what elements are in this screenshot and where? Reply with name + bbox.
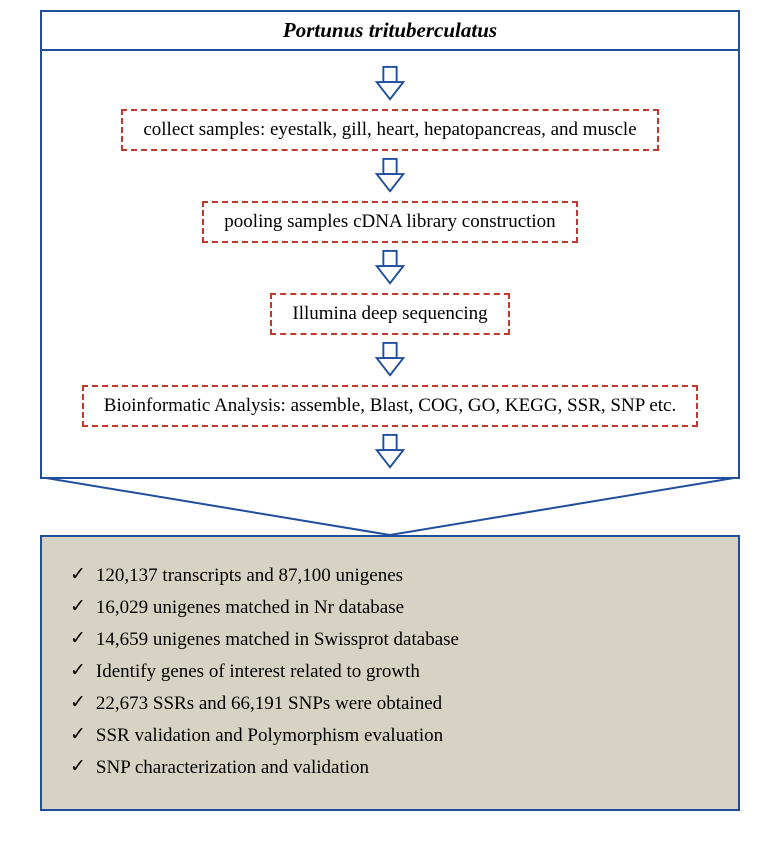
flowchart-container: Portunus trituberculatus collect samples… (40, 10, 740, 811)
result-item: ✓ SNP characterization and validation (70, 757, 710, 779)
result-text: SNP characterization and validation (96, 757, 369, 779)
check-icon: ✓ (70, 597, 86, 616)
step-label: Bioinformatic Analysis: assemble, Blast,… (104, 395, 676, 416)
step-collect-samples: collect samples: eyestalk, gill, heart, … (121, 109, 658, 151)
arrow-5 (371, 433, 409, 471)
main-frame: collect samples: eyestalk, gill, heart, … (40, 51, 740, 479)
check-icon: ✓ (70, 661, 86, 680)
step-label: Illumina deep sequencing (292, 303, 487, 324)
arrow-down-icon (371, 341, 409, 379)
arrow-2 (371, 157, 409, 195)
result-text: 16,029 unigenes matched in Nr database (96, 597, 404, 619)
step-label: collect samples: eyestalk, gill, heart, … (143, 119, 636, 140)
step-pooling: pooling samples cDNA library constructio… (202, 201, 577, 243)
arrow-1 (371, 65, 409, 103)
title-box: Portunus trituberculatus (40, 10, 740, 51)
title-text: Portunus trituberculatus (283, 18, 497, 42)
big-arrow-wrap (40, 477, 740, 537)
arrow-down-icon (371, 433, 409, 471)
flow-area: collect samples: eyestalk, gill, heart, … (42, 51, 738, 477)
check-icon: ✓ (70, 565, 86, 584)
check-icon: ✓ (70, 629, 86, 648)
result-item: ✓ Identify genes of interest related to … (70, 661, 710, 683)
result-item: ✓ 14,659 unigenes matched in Swissprot d… (70, 629, 710, 651)
result-item: ✓ SSR validation and Polymorphism evalua… (70, 725, 710, 747)
step-bioinformatic: Bioinformatic Analysis: assemble, Blast,… (82, 385, 698, 427)
result-item: ✓ 120,137 transcripts and 87,100 unigene… (70, 565, 710, 587)
arrow-down-icon (371, 157, 409, 195)
result-text: Identify genes of interest related to gr… (96, 661, 420, 683)
check-icon: ✓ (70, 725, 86, 744)
result-item: ✓ 22,673 SSRs and 66,191 SNPs were obtai… (70, 693, 710, 715)
result-text: 120,137 transcripts and 87,100 unigenes (96, 565, 403, 587)
result-text: SSR validation and Polymorphism evaluati… (96, 725, 443, 747)
check-icon: ✓ (70, 757, 86, 776)
arrow-3 (371, 249, 409, 287)
step-sequencing: Illumina deep sequencing (270, 293, 509, 335)
arrow-down-icon (371, 249, 409, 287)
result-text: 14,659 unigenes matched in Swissprot dat… (96, 629, 459, 651)
step-label: pooling samples cDNA library constructio… (224, 211, 555, 232)
results-box: ✓ 120,137 transcripts and 87,100 unigene… (40, 535, 740, 811)
result-item: ✓ 16,029 unigenes matched in Nr database (70, 597, 710, 619)
arrow-4 (371, 341, 409, 379)
check-icon: ✓ (70, 693, 86, 712)
result-text: 22,673 SSRs and 66,191 SNPs were obtaine… (96, 693, 442, 715)
big-arrow-down-icon (40, 477, 740, 537)
arrow-down-icon (371, 65, 409, 103)
